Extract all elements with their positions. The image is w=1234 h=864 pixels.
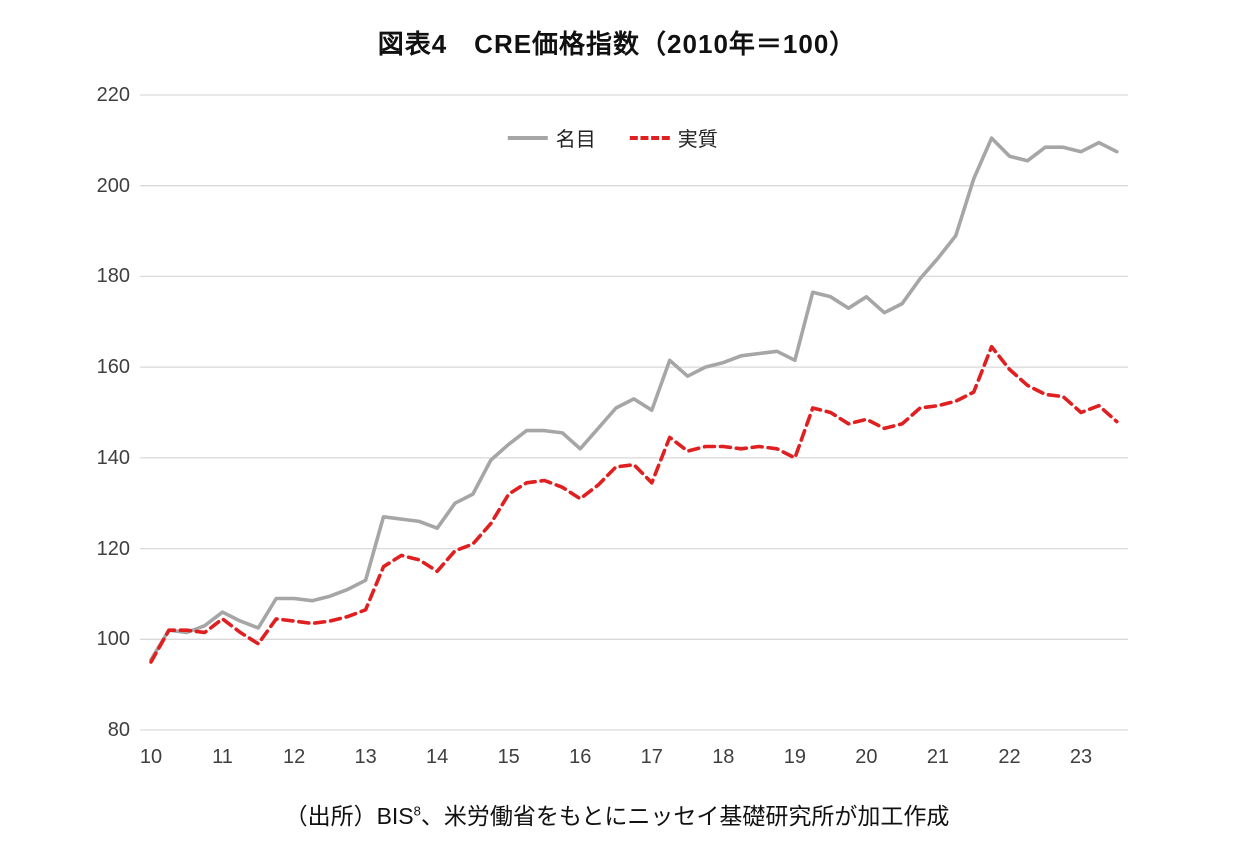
source-note: （出所）BIS8、米労働省をもとにニッセイ基礎研究所が加工作成 <box>0 797 1234 831</box>
x-axis-tick-label-15: 15 <box>497 746 520 768</box>
source-suffix: 、米労働省をもとにニッセイ基礎研究所が加工作成 <box>420 803 950 829</box>
x-axis-tick-label-18: 18 <box>712 746 735 768</box>
chart-legend: 名目 実質 <box>507 123 718 152</box>
x-axis-tick-label-22: 22 <box>998 746 1021 768</box>
x-axis-tick-label-19: 19 <box>783 746 806 768</box>
y-axis-tick-label-160: 160 <box>96 356 130 379</box>
x-axis-tick-label-10: 10 <box>139 746 163 768</box>
legend-label-real: 実質 <box>677 129 718 151</box>
y-axis-tick-label-80: 80 <box>107 719 130 741</box>
x-axis-tick-label-14: 14 <box>426 746 449 768</box>
nominal-line-swatch <box>507 135 548 140</box>
nominal-series-line <box>149 136 1119 662</box>
source-footnote-number: 8 <box>413 803 421 819</box>
legend-label-nominal: 名目 <box>555 129 596 151</box>
x-axis-tick-label-21: 21 <box>926 746 950 768</box>
legend-item-nominal: 名目 <box>507 123 596 152</box>
y-axis-tick-label-120: 120 <box>96 537 130 560</box>
x-axis-tick-label-20: 20 <box>855 746 878 768</box>
y-axis-tick-label-100: 100 <box>96 628 130 651</box>
y-axis-tick-label-200: 200 <box>96 174 130 197</box>
x-axis-tick-label-13: 13 <box>354 746 377 768</box>
chart-title: 図表4 CRE価格指数（2010年＝100） <box>377 29 857 59</box>
real-series-line <box>149 344 1119 664</box>
x-axis-tick-label-11: 11 <box>212 746 233 768</box>
y-axis-tick-label-140: 140 <box>96 446 130 469</box>
source-prefix: （出所）BIS <box>284 803 414 829</box>
y-axis-tick-label-180: 180 <box>96 265 130 288</box>
real-line-swatch <box>629 135 670 140</box>
x-axis-tick-label-17: 17 <box>640 746 663 768</box>
y-axis-tick-label-220: 220 <box>96 84 130 106</box>
legend-item-real: 実質 <box>629 123 718 152</box>
x-axis-tick-label-23: 23 <box>1069 746 1093 768</box>
x-axis-tick-label-12: 12 <box>282 746 306 768</box>
x-axis-tick-label-16: 16 <box>569 746 592 768</box>
